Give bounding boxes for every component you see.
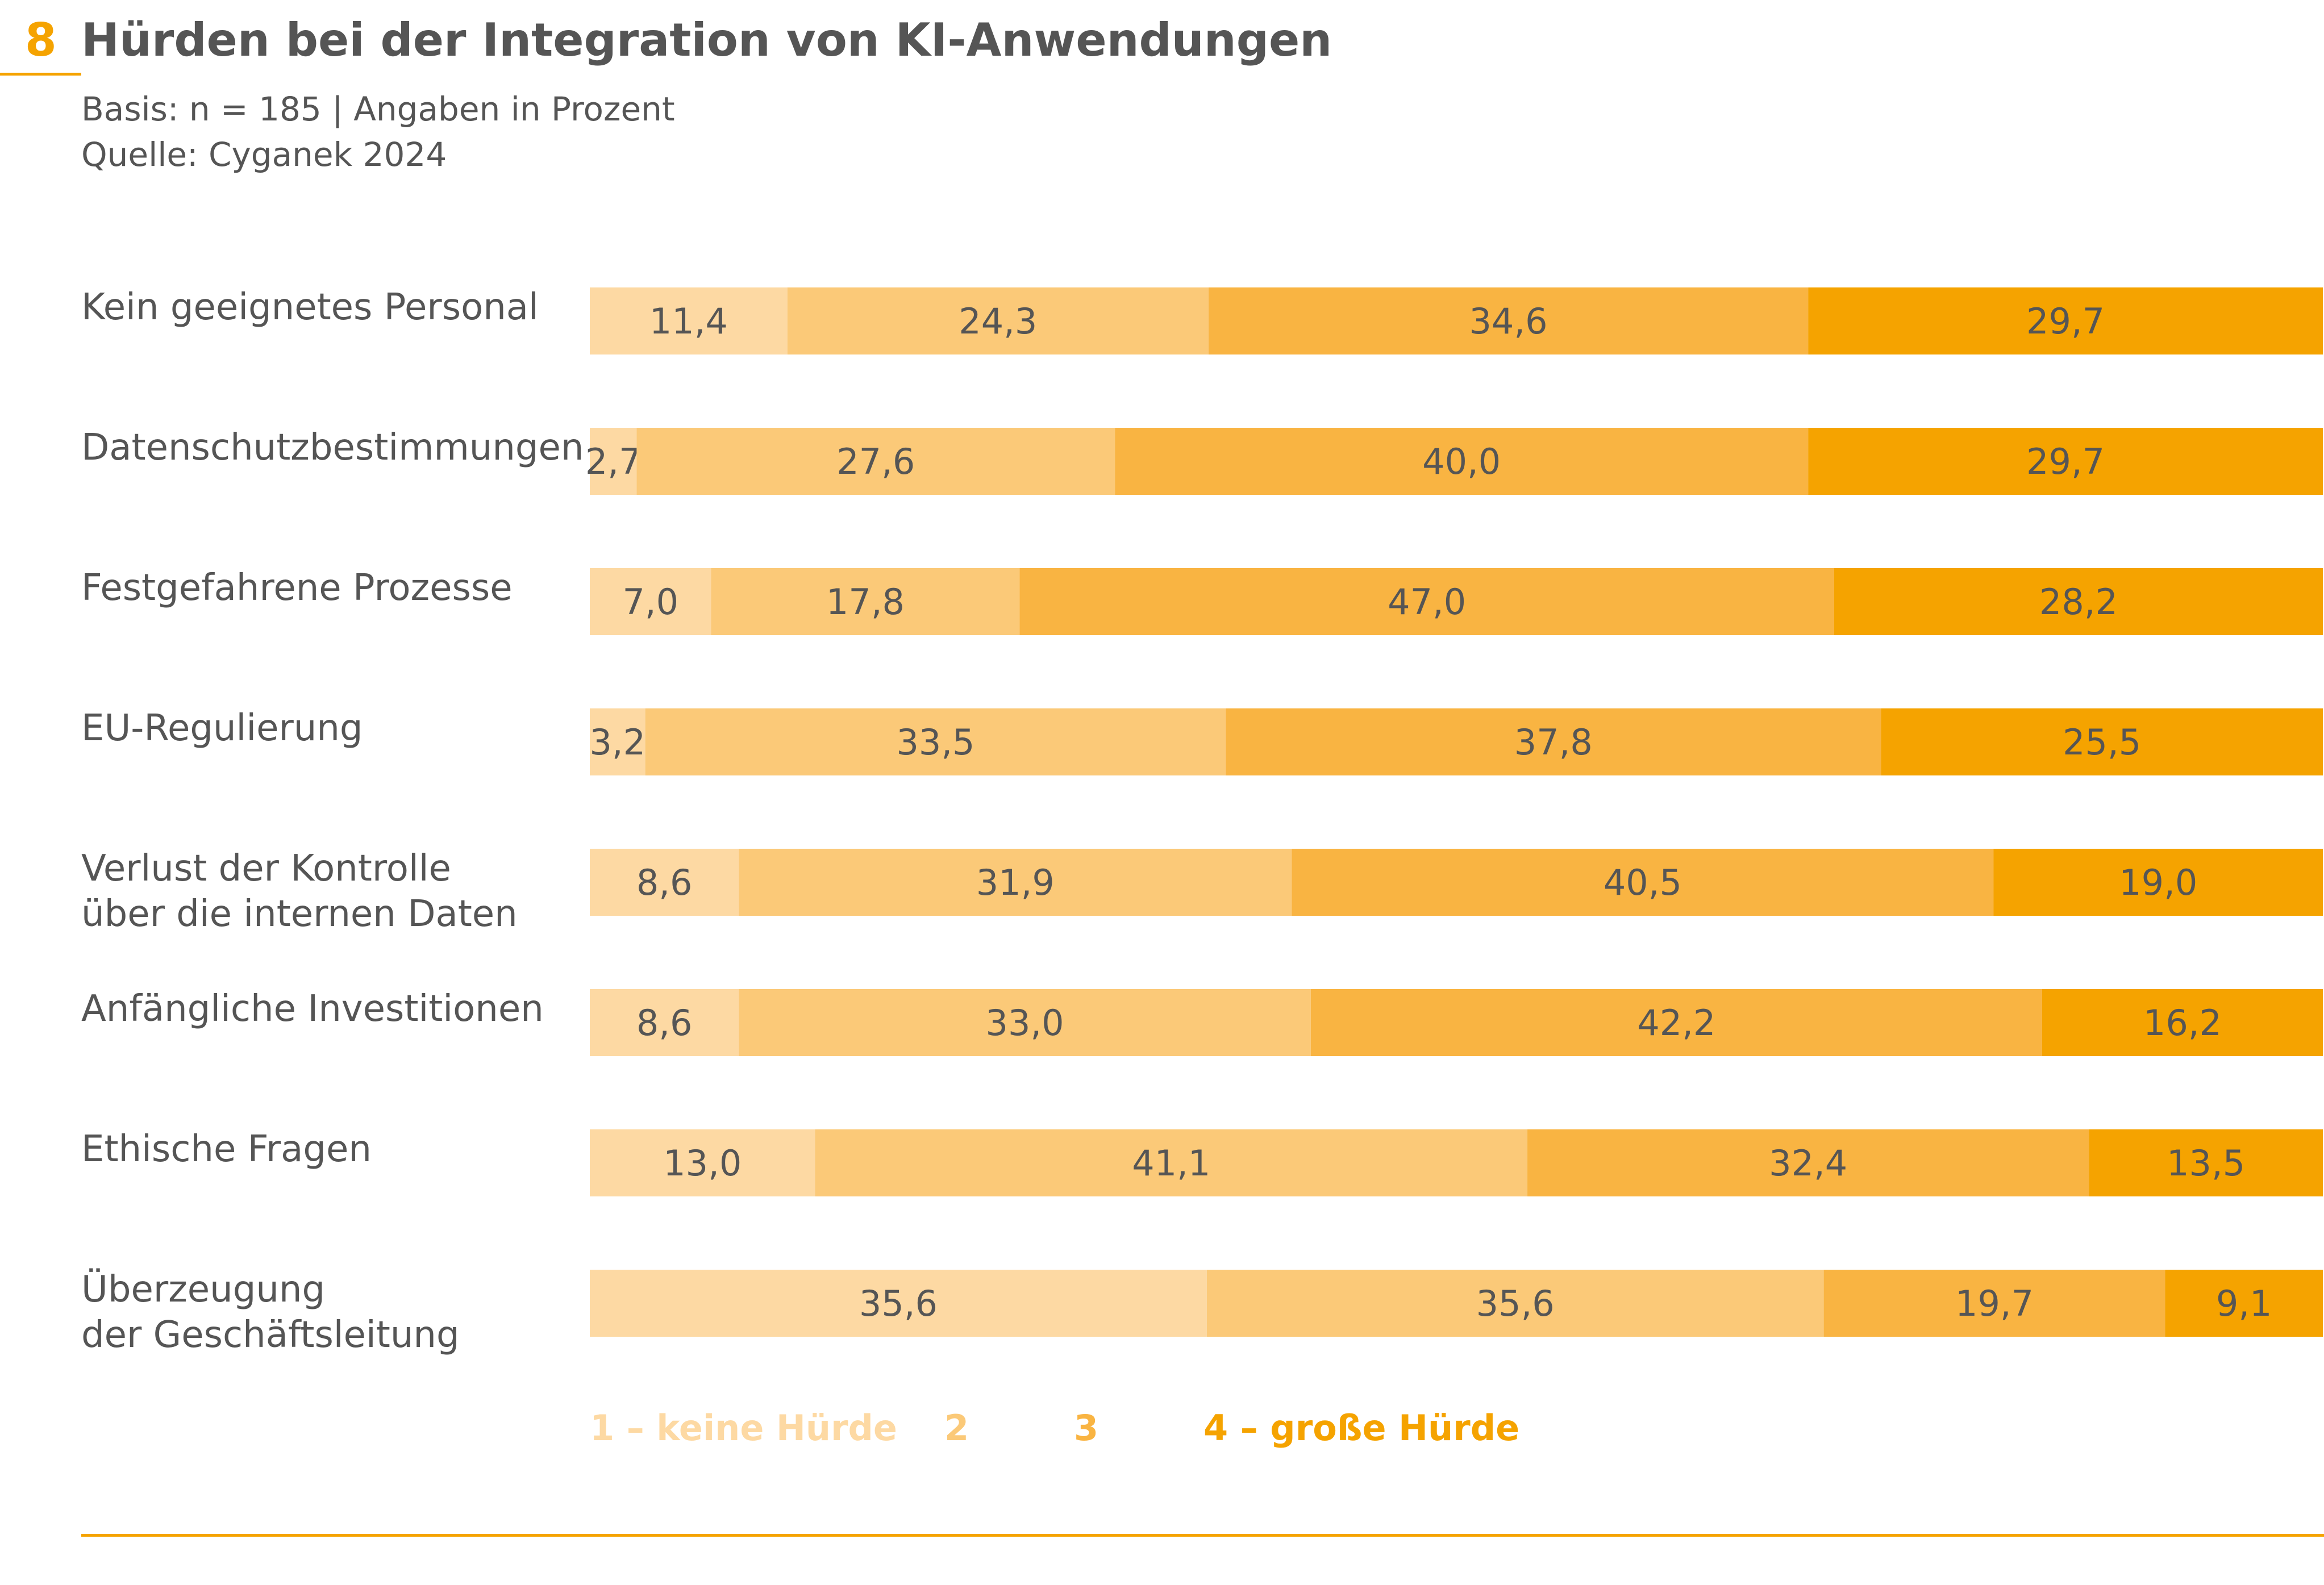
figure-number: 8	[25, 14, 57, 66]
bar-segment	[1823, 1270, 2165, 1337]
data-label: 40,0	[1422, 441, 1501, 482]
category-label-line: Anfängliche Investitionen	[81, 988, 544, 1030]
data-label: 11,4	[649, 301, 728, 342]
data-label: 33,0	[986, 1002, 1064, 1044]
category-label: Kein geeignetes Personal	[81, 286, 539, 328]
data-label: 37,8	[1514, 721, 1593, 763]
category-label-line: Datenschutzbestimmungen	[81, 427, 584, 469]
bar-segment	[645, 708, 1226, 775]
bar-segment	[1226, 708, 1881, 775]
bar-segment	[1808, 428, 2323, 495]
bar-segment	[1834, 568, 2323, 635]
category-label-line: Verlust der Kontrolle	[81, 848, 451, 890]
category-label: Überzeugung der Geschäftsleitung	[81, 1268, 460, 1356]
bar-segment	[590, 568, 711, 635]
bar-segment	[2089, 1129, 2323, 1196]
bar-segment	[815, 1129, 1528, 1196]
data-label: 16,2	[2143, 1002, 2222, 1044]
chart-title: Hürden bei der Integration von KI-Anwend…	[81, 14, 1332, 66]
data-label: 28,2	[2039, 581, 2118, 623]
bar-segment	[1206, 1270, 1824, 1337]
data-label: 7,0	[622, 581, 678, 623]
bar-segment	[787, 287, 1209, 354]
bar-segment	[1881, 708, 2323, 775]
data-label: 19,7	[1955, 1283, 2034, 1324]
bar-segment	[1208, 287, 1809, 354]
data-label: 13,0	[663, 1142, 742, 1184]
category-label-line: über die internen Daten	[81, 893, 518, 935]
data-label: 24,3	[959, 301, 1037, 342]
bar-segment	[1808, 287, 2323, 354]
category-label: Anfängliche Investitionen	[81, 988, 544, 1030]
bar-segment	[636, 428, 1115, 495]
bar-segment	[590, 428, 637, 495]
bar-segment	[2042, 989, 2323, 1056]
category-label-line: Kein geeignetes Personal	[81, 286, 539, 328]
bar-segment	[1527, 1129, 2089, 1196]
bar-segment	[2165, 1270, 2323, 1337]
category-label-line: EU-Regulierung	[81, 707, 363, 749]
data-label: 29,7	[2026, 441, 2105, 482]
category-label: EU-Regulierung	[81, 707, 363, 749]
category-label-line: der Geschäftsleitung	[81, 1314, 460, 1356]
data-label: 42,2	[1637, 1002, 1715, 1044]
bar-segment	[1115, 428, 1809, 495]
data-label: 33,5	[896, 721, 974, 763]
bar-segment	[590, 989, 739, 1056]
legend-entry: 1 – keine Hürde	[590, 1407, 897, 1449]
data-label: 3,2	[589, 721, 645, 763]
category-label: Verlust der Kontrolle über die internen D…	[81, 848, 518, 935]
data-label: 27,6	[836, 441, 915, 482]
data-label: 8,6	[636, 862, 693, 903]
legend-entry: 3	[1074, 1407, 1098, 1449]
data-label: 35,6	[1476, 1283, 1555, 1324]
bar-segment	[739, 989, 1311, 1056]
category-label-line: Überzeugung	[81, 1268, 325, 1311]
data-label: 17,8	[826, 581, 905, 623]
figure-number-rule	[0, 73, 81, 76]
data-label: 29,7	[2026, 301, 2105, 342]
bar-segment	[711, 568, 1020, 635]
data-label: 40,5	[1604, 862, 1682, 903]
data-label: 13,5	[2167, 1142, 2245, 1184]
source-note: Quelle: Cyganek 2024	[81, 135, 447, 174]
bar-segment	[590, 849, 739, 916]
data-label: 47,0	[1388, 581, 1466, 623]
basis-note: Basis: n = 185 | Angaben in Prozent	[81, 90, 675, 128]
category-label: Festgefahrene Prozesse	[81, 567, 513, 609]
legend-entry: 2	[944, 1407, 969, 1449]
data-label: 9,1	[2216, 1283, 2272, 1324]
bar-segment	[590, 1129, 815, 1196]
bar-segment	[1993, 849, 2323, 916]
category-label: Ethische Fragen	[81, 1128, 372, 1170]
data-label: 34,6	[1469, 301, 1547, 342]
bar-segment	[739, 849, 1292, 916]
bottom-rule	[81, 1534, 2324, 1537]
legend-entry: 4 – große Hürde	[1203, 1407, 1519, 1449]
bar-segment	[1292, 849, 1994, 916]
chart-subtitle: Basis: n = 185 | Angaben in Prozent Quel…	[81, 86, 675, 177]
category-label-line: Festgefahrene Prozesse	[81, 567, 513, 609]
data-label: 31,9	[976, 862, 1055, 903]
bar-segment	[1310, 989, 2042, 1056]
data-label: 2,7	[585, 441, 642, 482]
data-label: 19,0	[2119, 862, 2197, 903]
data-label: 8,6	[636, 1002, 693, 1044]
bar-segment	[1019, 568, 1834, 635]
bar-segment	[590, 708, 645, 775]
category-label-line: Ethische Fragen	[81, 1128, 372, 1170]
bar-segment	[590, 1270, 1207, 1337]
data-label: 32,4	[1769, 1142, 1847, 1184]
bar-segment	[590, 287, 788, 354]
data-label: 41,1	[1132, 1142, 1210, 1184]
category-label: Datenschutzbestimmungen	[81, 427, 584, 469]
data-label: 25,5	[2063, 721, 2141, 763]
data-label: 35,6	[859, 1283, 938, 1324]
